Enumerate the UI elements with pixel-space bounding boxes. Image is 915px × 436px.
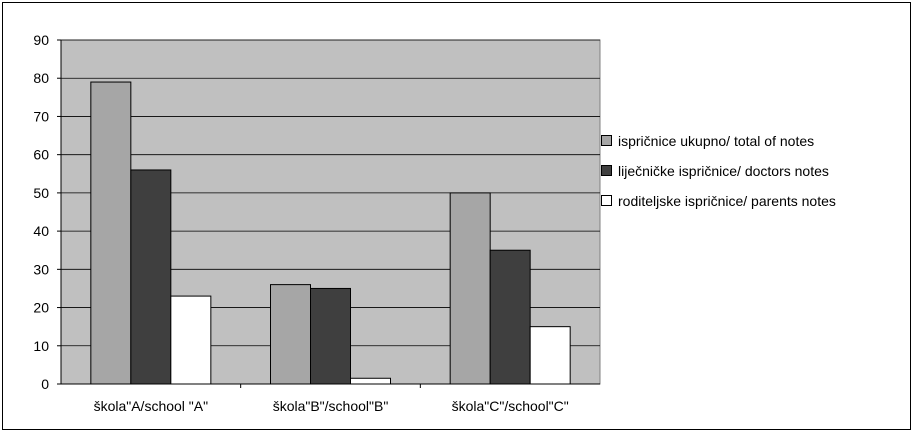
y-tick-label: 60 xyxy=(33,147,49,163)
bar-parents-2 xyxy=(350,377,391,385)
x-tick-label: škola"C"/school"C" xyxy=(452,398,569,414)
bar-doctors-2 xyxy=(310,287,351,385)
y-tick-label: 70 xyxy=(33,108,49,124)
bar-total-3 xyxy=(449,192,491,385)
y-tick-label: 10 xyxy=(33,338,49,354)
bar-doctors-1 xyxy=(130,169,172,385)
y-tick-label: 0 xyxy=(41,376,49,392)
legend-swatch-parents xyxy=(601,195,612,206)
legend-label-total: ispričnice ukupno/ total of notes xyxy=(618,133,815,149)
y-tick-label: 40 xyxy=(33,223,49,239)
bar-parents-1 xyxy=(170,295,212,385)
legend-swatch-total xyxy=(601,135,612,146)
legend-item-doctors: liječničke ispričnice/ doctors notes xyxy=(601,161,913,181)
y-tick-label: 90 xyxy=(33,32,49,48)
chart-frame: 0 10 20 30 40 50 60 70 80 90 škola"A/school "A" ško… xyxy=(2,2,911,430)
bar-chart: 0 10 20 30 40 50 60 70 80 90 škola"A/school "A" ško… xyxy=(33,32,601,414)
legend: ispričnice ukupno/ total of notes liječn… xyxy=(601,131,913,221)
y-tick-label: 30 xyxy=(33,261,49,277)
legend-label-doctors: liječničke ispričnice/ doctors notes xyxy=(618,163,829,179)
x-tick-label: škola"B"/school"B" xyxy=(273,398,389,414)
legend-swatch-doctors xyxy=(601,165,612,176)
bar-doctors-3 xyxy=(489,249,531,385)
bar-total-1 xyxy=(90,81,132,385)
y-tick-label: 50 xyxy=(33,185,49,201)
x-tick-label: škola"A/school "A" xyxy=(94,398,209,414)
y-tick-label: 80 xyxy=(33,70,49,86)
legend-item-total: ispričnice ukupno/ total of notes xyxy=(601,131,913,151)
legend-item-parents: roditeljske ispričnice/ parents notes xyxy=(601,191,913,211)
y-tick-label: 20 xyxy=(33,300,49,316)
legend-label-parents: roditeljske ispričnice/ parents notes xyxy=(618,193,836,209)
bar-parents-3 xyxy=(529,326,571,385)
bar-total-2 xyxy=(270,284,311,385)
